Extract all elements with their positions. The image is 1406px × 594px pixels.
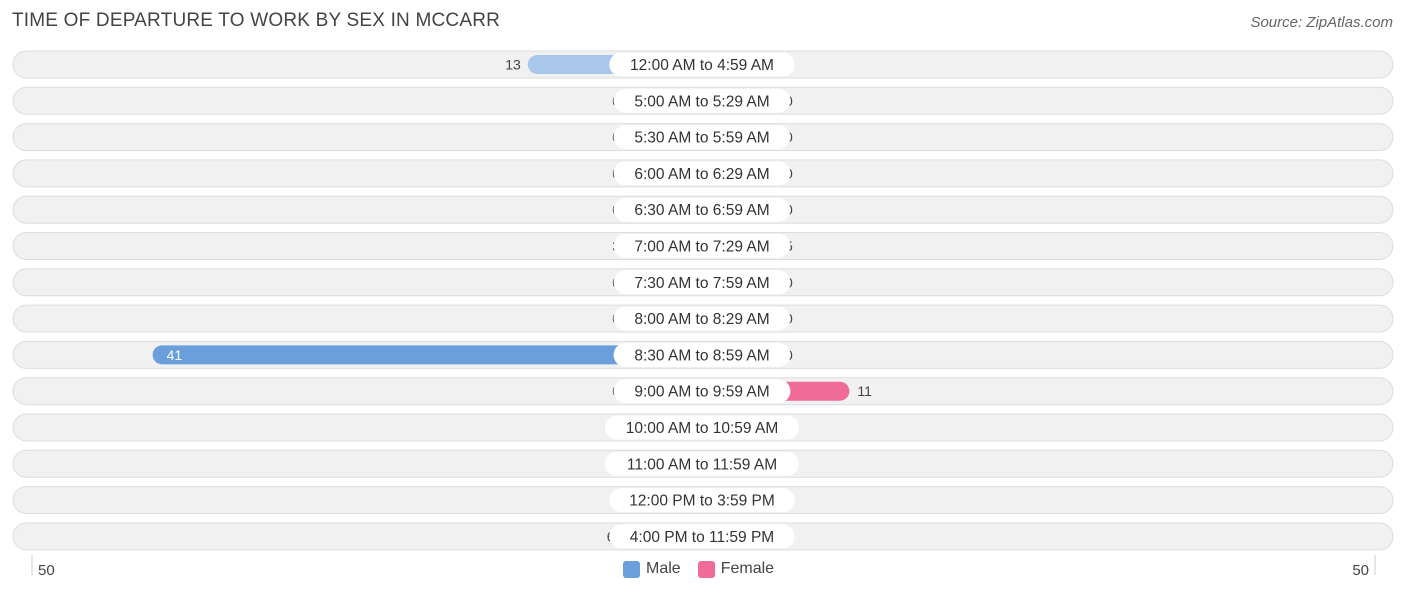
- category-label-pill: [609, 52, 795, 77]
- category-label: 12:00 PM to 3:59 PM: [629, 493, 775, 510]
- category-label-pill: [613, 197, 791, 222]
- category-label: 7:30 AM to 7:59 AM: [634, 275, 769, 292]
- legend-male-label: Male: [646, 560, 681, 577]
- legend-female-label: Female: [720, 560, 775, 577]
- category-label: 7:00 AM to 7:29 AM: [634, 239, 769, 256]
- legend-female-swatch: [697, 560, 715, 578]
- category-label: 6:00 AM to 6:29 AM: [634, 166, 769, 183]
- category-label-pill: [605, 451, 799, 476]
- category-label-pill: [613, 161, 791, 186]
- male-value-label: 13: [505, 57, 521, 73]
- category-label-pill: [605, 415, 799, 440]
- legend-item-male: Male: [623, 560, 681, 578]
- female-value-label: 11: [857, 383, 872, 399]
- legend-item-female: Female: [697, 560, 775, 578]
- category-label-pill: [609, 488, 795, 513]
- source-credit: Source: ZipAtlas.com: [1250, 14, 1393, 31]
- axis-right-max-label: 50: [1352, 562, 1369, 579]
- category-label-pill: [609, 524, 795, 549]
- category-label: 9:00 AM to 9:59 AM: [634, 384, 769, 401]
- chart-title: TIME OF DEPARTURE TO WORK BY SEX IN MCCA…: [12, 10, 501, 31]
- category-label: 8:00 AM to 8:29 AM: [634, 311, 769, 328]
- category-label: 4:00 PM to 11:59 PM: [630, 529, 774, 546]
- category-label: 10:00 AM to 10:59 AM: [626, 420, 779, 437]
- category-label-pill: [613, 125, 791, 150]
- category-label: 8:30 AM to 8:59 AM: [634, 347, 769, 364]
- category-label: 12:00 AM to 4:59 AM: [630, 57, 774, 74]
- legend: Male Female: [623, 560, 791, 578]
- category-label-pill: [613, 379, 791, 404]
- category-label-pill: [613, 306, 791, 331]
- category-label: 5:00 AM to 5:29 AM: [634, 93, 769, 110]
- axis-left-max-label: 50: [38, 562, 55, 579]
- male-bar: [152, 345, 703, 365]
- category-label: 5:30 AM to 5:59 AM: [634, 130, 769, 147]
- category-label: 6:30 AM to 6:59 AM: [634, 202, 769, 219]
- male-value-label: 41: [167, 347, 183, 363]
- category-label: 11:00 AM to 11:59 AM: [627, 456, 777, 473]
- category-label-pill: [613, 342, 791, 367]
- category-label-pill: [613, 270, 791, 295]
- legend-male-swatch: [623, 560, 640, 578]
- category-label-pill: [613, 88, 791, 113]
- category-label-pill: [613, 234, 791, 258]
